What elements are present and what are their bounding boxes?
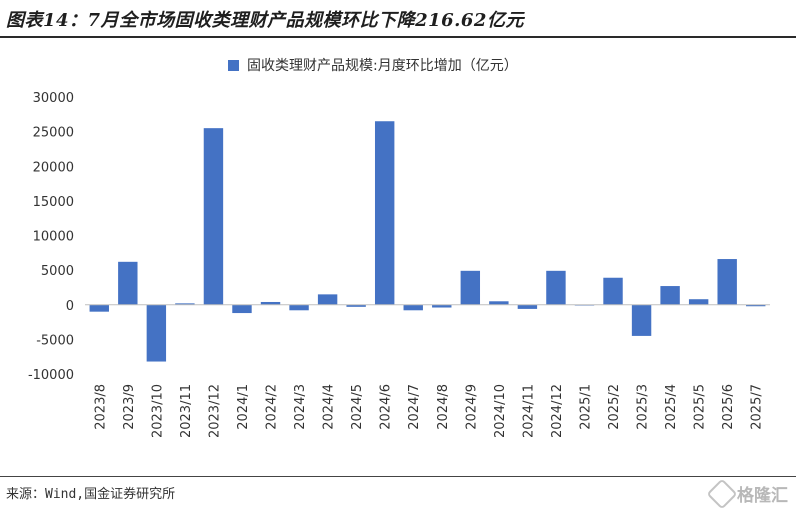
footer-divider xyxy=(0,476,796,477)
x-tick-label: 2023/8 xyxy=(93,384,108,430)
x-tick-label: 2023/9 xyxy=(122,384,137,430)
x-tick-label: 2024/10 xyxy=(493,384,508,438)
legend-swatch xyxy=(228,59,239,71)
bar xyxy=(317,294,338,305)
bar xyxy=(260,301,281,305)
x-tick-label: 2024/6 xyxy=(379,384,394,430)
bar xyxy=(688,299,709,305)
x-tick-label: 2023/12 xyxy=(207,384,222,438)
bar xyxy=(289,304,309,311)
y-tick-label: 20000 xyxy=(33,160,74,175)
x-tick-label: 2023/10 xyxy=(150,384,165,438)
x-tick-label: 2024/5 xyxy=(350,384,365,430)
bar xyxy=(374,121,395,305)
x-tick-label: 2024/9 xyxy=(464,384,479,430)
x-tick-label: 2025/4 xyxy=(664,384,679,430)
bar xyxy=(717,259,737,305)
y-tick-label: 15000 xyxy=(33,195,74,210)
bar xyxy=(517,304,538,309)
x-tick-label: 2025/2 xyxy=(607,384,622,430)
legend-label: 固收类理财产品规模:月度环比增加（亿元） xyxy=(247,58,518,74)
y-tick-label: 30000 xyxy=(33,91,74,106)
x-tick-label: 2024/2 xyxy=(265,384,280,430)
x-tick-label: 2024/7 xyxy=(407,384,422,430)
x-tick-label: 2024/1 xyxy=(236,384,251,430)
x-tick-label: 2025/3 xyxy=(636,384,651,430)
x-tick-label: 2025/7 xyxy=(750,384,765,430)
bar xyxy=(89,304,109,312)
y-tick-label: 25000 xyxy=(33,126,74,141)
bar xyxy=(118,261,138,305)
y-tick-label: 5000 xyxy=(41,264,74,279)
watermark-text: 格隆汇 xyxy=(737,486,788,506)
watermark-logo-icon xyxy=(706,477,738,510)
bar xyxy=(546,270,566,305)
bar xyxy=(489,301,509,305)
bar xyxy=(603,277,623,305)
x-tick-label: 2024/11 xyxy=(521,384,536,438)
bar xyxy=(403,304,423,311)
bar xyxy=(232,304,252,314)
y-tick-label: 0 xyxy=(66,299,74,314)
chart-title: 图表14：7月全市场固收类理财产品规模环比下降216.62亿元 xyxy=(6,10,524,31)
x-tick-label: 2023/11 xyxy=(179,384,194,438)
x-tick-label: 2025/6 xyxy=(721,384,736,430)
y-tick-label: 10000 xyxy=(33,230,74,245)
y-tick-label: -10000 xyxy=(28,368,74,383)
x-tick-label: 2024/3 xyxy=(293,384,308,430)
x-axis: 2023/8 2023/9 2023/10 2023/11 2023/12 2024/1 2… xyxy=(93,384,764,438)
bar-chart: 30000 25000 20000 15000 10000 5000 0 -5000 -1000… xyxy=(28,91,770,438)
x-tick-label: 2025/5 xyxy=(693,384,708,430)
bar xyxy=(346,304,366,307)
x-tick-label: 2024/12 xyxy=(550,384,565,438)
x-tick-label: 2025/1 xyxy=(578,384,593,430)
x-tick-label: 2024/4 xyxy=(322,384,337,430)
bar xyxy=(175,303,195,305)
watermark: 格隆汇 xyxy=(706,477,788,510)
bar xyxy=(631,304,652,336)
y-axis: 30000 25000 20000 15000 10000 5000 0 -5000 -1000… xyxy=(28,91,74,383)
bar xyxy=(746,304,766,307)
bar xyxy=(432,304,452,308)
bar xyxy=(660,286,680,305)
y-tick-label: -5000 xyxy=(36,333,74,348)
bar xyxy=(460,270,481,305)
bar xyxy=(146,304,167,362)
bar xyxy=(203,128,224,305)
bars xyxy=(89,121,766,362)
legend: 固收类理财产品规模:月度环比增加（亿元） xyxy=(228,55,518,75)
x-tick-label: 2024/8 xyxy=(436,384,451,430)
title-divider xyxy=(0,36,796,38)
source-note: 来源：Wind,国金证券研究所 xyxy=(6,487,176,502)
